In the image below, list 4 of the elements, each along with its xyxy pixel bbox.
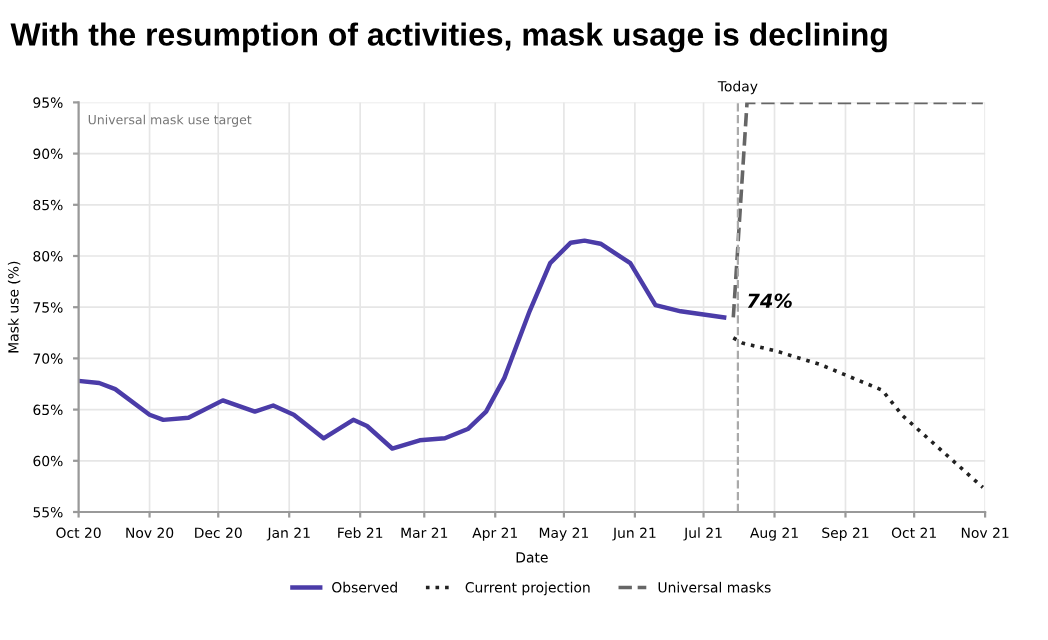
annotation: 74% — [747, 293, 792, 309]
line-series — [731, 336, 985, 490]
chart-title: With the resumption of activities, mask usage is declining — [10, 22, 887, 53]
line-series — [78, 238, 727, 451]
